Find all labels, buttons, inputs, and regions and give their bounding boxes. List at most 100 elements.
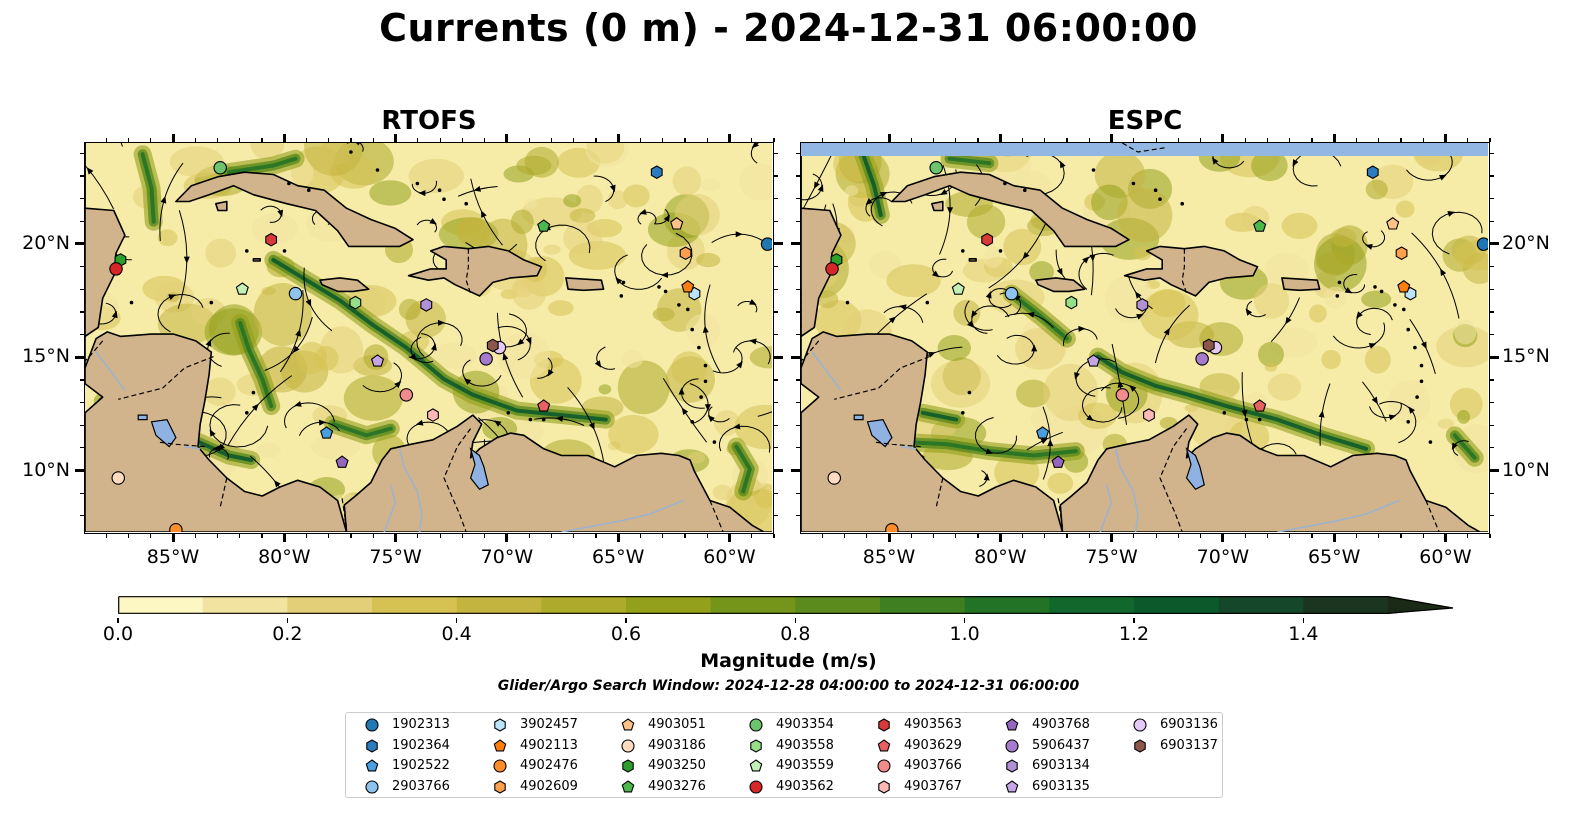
legend-label: 4902609 [520, 778, 578, 794]
tick-mark [662, 534, 664, 538]
tick-mark [1467, 534, 1469, 538]
legend-label: 1902364 [392, 737, 450, 753]
float-marker-4903767 [1143, 408, 1155, 422]
border [801, 340, 820, 362]
small-island [437, 188, 442, 192]
small-island [1406, 420, 1410, 424]
tick-mark [1133, 534, 1135, 538]
tick-mark [774, 334, 778, 336]
float-marker-4903629 [537, 399, 551, 412]
small-island [619, 294, 624, 298]
colorbar-segment [372, 596, 458, 614]
tick-mark [774, 515, 778, 517]
river [561, 499, 684, 532]
tick-mark [887, 534, 891, 542]
tick-mark [1066, 534, 1068, 538]
tick-mark [595, 534, 597, 538]
float-marker-4903186 [111, 471, 125, 485]
colorbar-segment [287, 596, 373, 614]
legend-label: 4903354 [776, 717, 834, 732]
colorbar-tick-label: 1.0 [949, 623, 980, 645]
small-island [690, 327, 694, 332]
tick-mark [1490, 311, 1494, 313]
tick-mark [1490, 242, 1499, 246]
tick-mark [791, 242, 800, 246]
map-rtofs [84, 142, 774, 534]
colorbar-tick-mark [625, 618, 627, 623]
float-marker-4903563 [981, 232, 994, 247]
border [935, 477, 944, 508]
colorbar-segment [964, 596, 1050, 614]
land-hispaniola [407, 245, 543, 297]
tick-mark [1044, 534, 1046, 538]
small-island [657, 285, 661, 289]
border [1057, 498, 1064, 528]
tick-mark [127, 534, 130, 538]
map-rtofs-canvas [85, 143, 772, 532]
legend-label: 1902313 [392, 717, 450, 732]
float-marker-4903766 [399, 388, 414, 402]
tick-mark [1490, 288, 1494, 290]
float-marker-4902113 [681, 280, 695, 293]
river [383, 484, 397, 532]
float-marker-4903559 [951, 282, 965, 295]
small-island [1379, 289, 1384, 294]
colorbar-tick-mark [963, 618, 966, 623]
small-island [307, 188, 311, 192]
tick-mark [843, 534, 846, 538]
small-island [1257, 417, 1262, 422]
land-centralAmerica [85, 143, 348, 532]
legend-marker [493, 759, 507, 773]
legend-marker [877, 738, 891, 751]
lon-tick-label: 85°W [146, 546, 200, 568]
lake-nicaragua [866, 418, 893, 448]
tick-mark [216, 534, 219, 538]
tick-mark [774, 152, 778, 154]
tick-mark [1490, 220, 1494, 222]
float-marker-4903558 [349, 295, 362, 310]
legend-marker [1133, 718, 1147, 732]
tick-mark [1422, 534, 1424, 538]
float-marker-1902522 [1036, 426, 1050, 439]
colorbar-tick-mark [1133, 618, 1135, 623]
legend-label: 4903768 [1032, 717, 1090, 732]
small-island [442, 197, 446, 201]
float-marker-4902476 [169, 523, 183, 532]
land-jamaica [319, 277, 370, 293]
tick-mark [171, 534, 175, 542]
border [158, 441, 205, 448]
colorbar-tick-label: 1.4 [1288, 623, 1319, 645]
tick-mark [573, 534, 575, 538]
lake-maracaibo [469, 447, 489, 491]
tick-mark [774, 220, 778, 222]
tick-mark [1490, 334, 1494, 336]
small-island [663, 289, 668, 294]
legend-label: 2903766 [392, 778, 450, 794]
small-island [1402, 307, 1406, 312]
float-marker-2903766 [1004, 286, 1019, 301]
small-island [712, 440, 717, 444]
small-island [1244, 417, 1249, 422]
tick-mark [1266, 534, 1268, 538]
float-marker-6903134 [1136, 298, 1149, 312]
lon-tick-label: 85°W [862, 546, 916, 568]
land-cuba [175, 171, 414, 248]
tick-mark [1244, 534, 1246, 538]
legend-label: 4903767 [904, 778, 962, 794]
float-marker-2903766 [288, 286, 303, 301]
small-island [697, 345, 701, 350]
small-island [528, 417, 533, 422]
legend-label: 4902476 [520, 758, 578, 773]
float-marker-4902609 [1395, 246, 1408, 261]
legend-marker [877, 759, 891, 773]
small-island [845, 300, 850, 305]
tick-mark [821, 534, 823, 538]
colorbar-tick-label: 0.6 [610, 623, 642, 645]
tick-mark [550, 534, 552, 538]
small-island [1153, 188, 1158, 192]
lon-tick-label: 75°W [369, 546, 422, 568]
small-island [1373, 285, 1377, 289]
small-island [245, 411, 249, 415]
legend-marker [494, 718, 506, 732]
float-marker-4903051 [670, 217, 684, 230]
